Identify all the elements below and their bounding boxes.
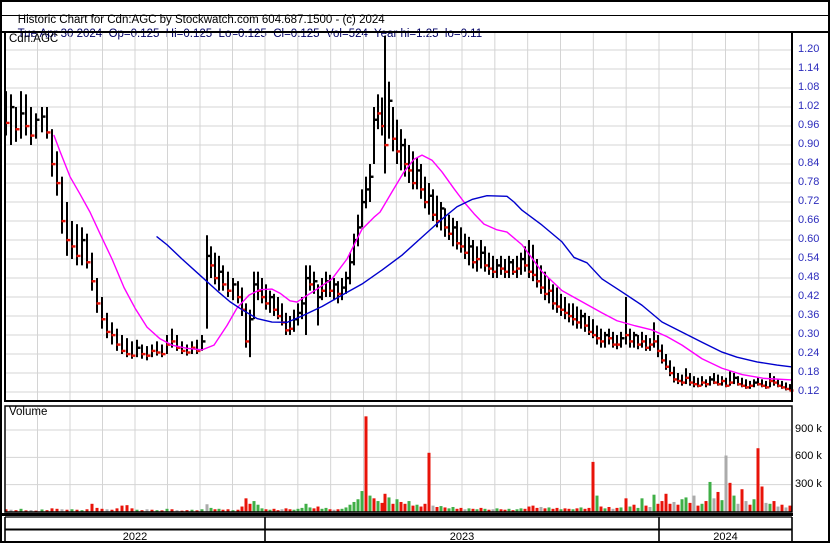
symbol-label: Cdn:AGC [9, 33, 59, 45]
volume-panel-label: Volume [9, 406, 48, 418]
chart-title: Historic Chart for Cdn:AGC by Stockwatch… [17, 14, 385, 26]
title-bar: Historic Chart for Cdn:AGC by Stockwatch… [5, 2, 385, 26]
title-divider [2, 15, 828, 16]
